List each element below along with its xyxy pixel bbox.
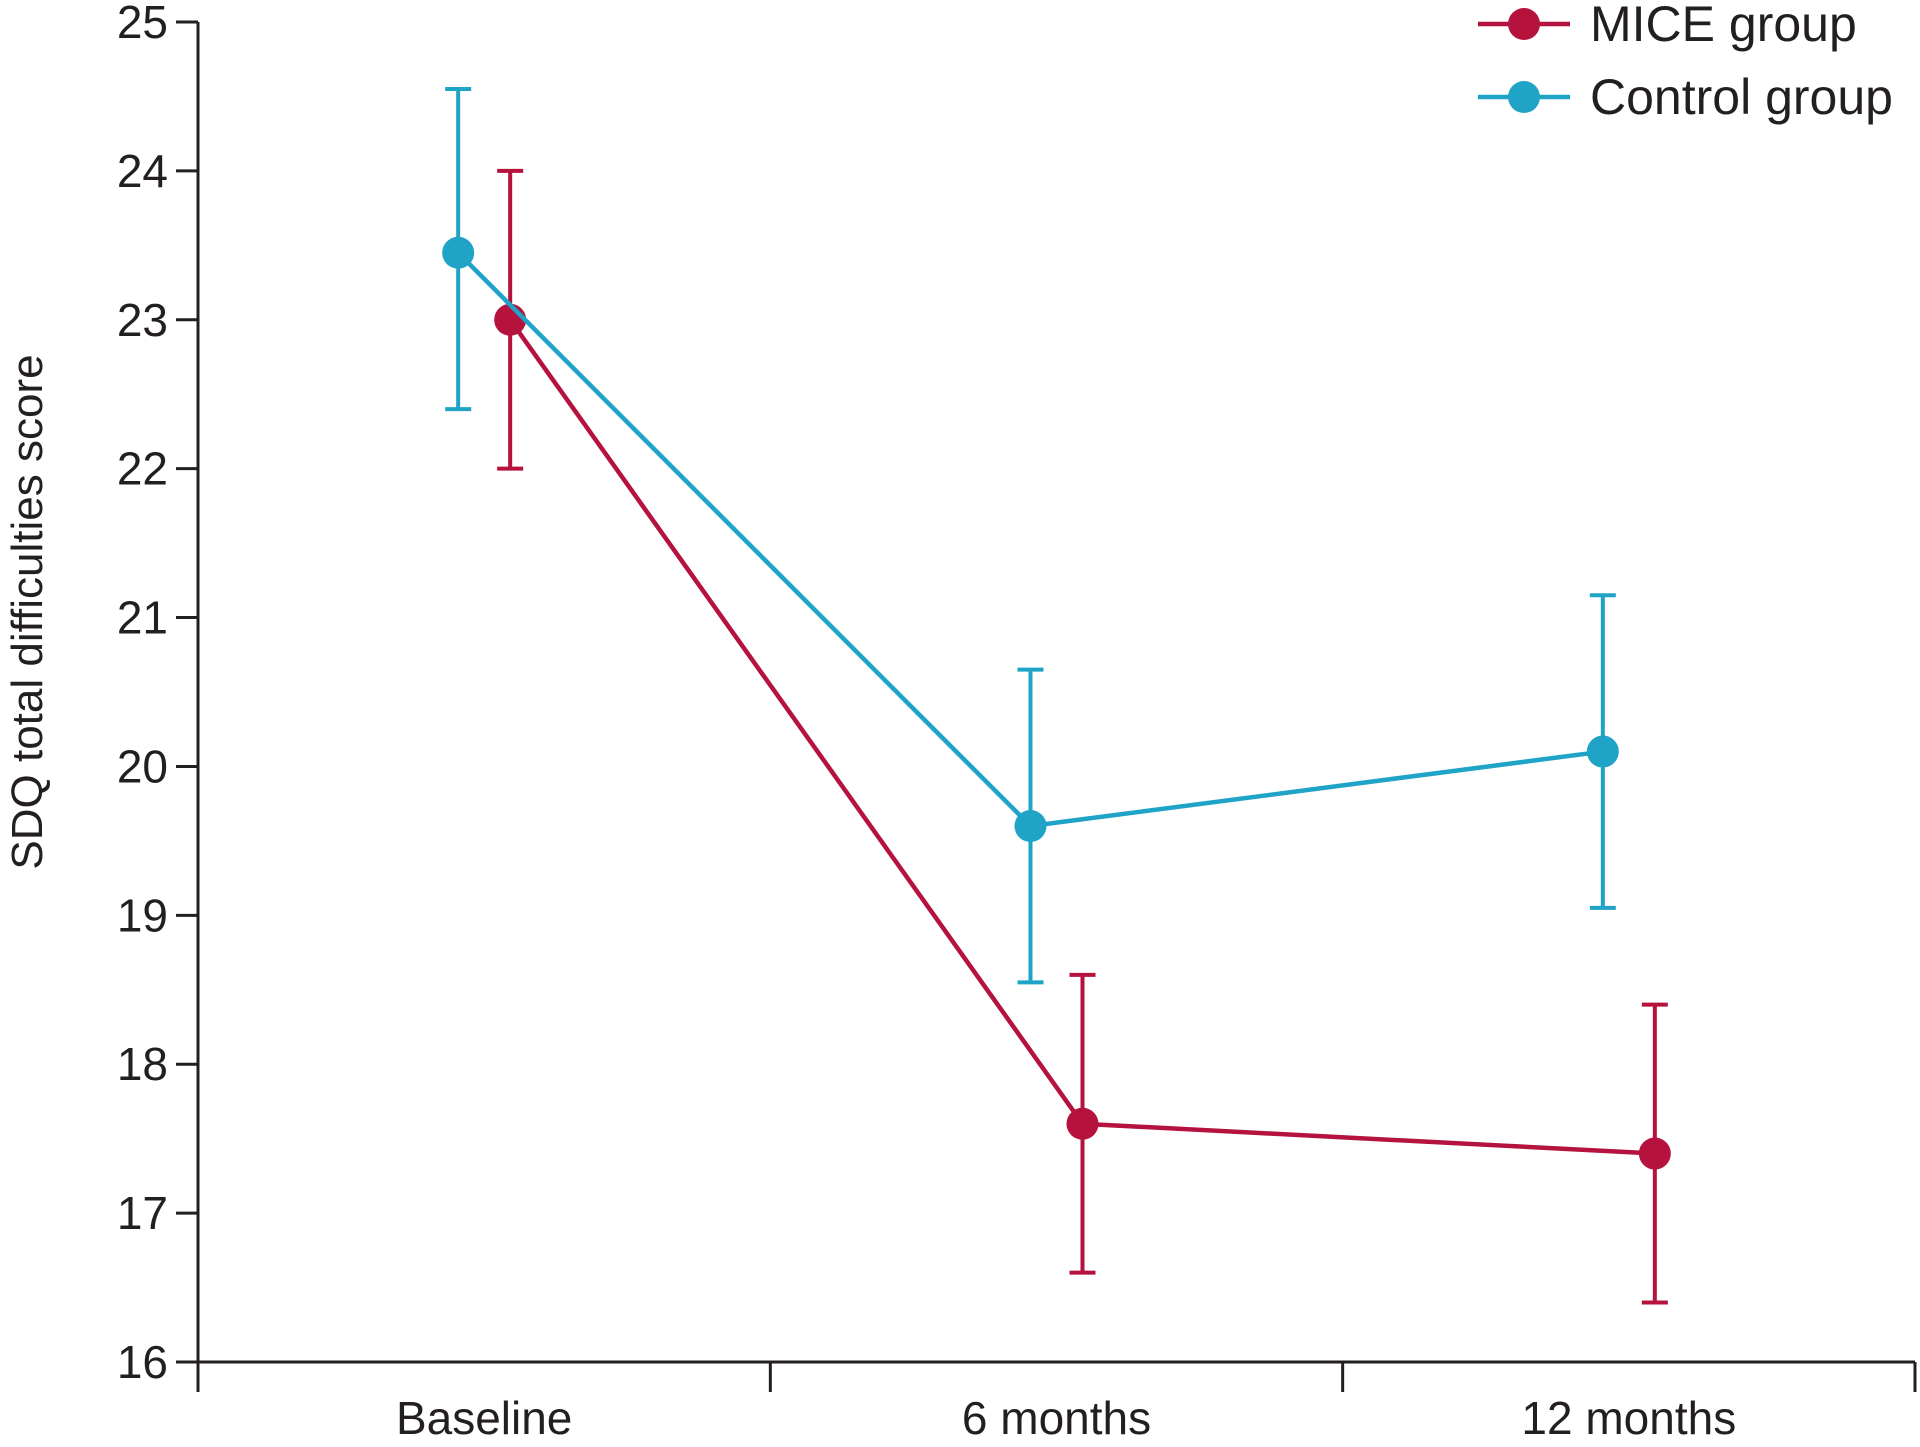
legend-label: MICE group xyxy=(1590,0,1857,52)
series-mice-group xyxy=(494,168,1671,1305)
y-axis-title: SDQ total difficulties score xyxy=(3,354,52,869)
data-point xyxy=(1586,735,1619,768)
legend-label: Control group xyxy=(1590,69,1893,125)
y-tick-label: 23 xyxy=(117,294,168,346)
x-ticks: Baseline 6 months 12 months xyxy=(196,1362,1917,1444)
legend-marker xyxy=(1508,81,1540,113)
legend-marker xyxy=(1508,8,1540,40)
data-point xyxy=(1638,1137,1671,1170)
data-point xyxy=(1066,1107,1099,1140)
y-tick-label: 24 xyxy=(117,145,168,197)
y-tick-label: 21 xyxy=(117,592,168,644)
y-tick-label: 20 xyxy=(117,740,168,792)
data-point xyxy=(1014,810,1047,842)
series-control-group xyxy=(442,87,1619,985)
x-tick-label: Baseline xyxy=(396,1392,572,1444)
x-tick-label: 6 months xyxy=(962,1392,1151,1444)
chart-axes xyxy=(196,22,1915,1364)
y-tick-label: 16 xyxy=(117,1336,168,1388)
y-tick-label: 19 xyxy=(117,889,168,941)
y-tick-label: 17 xyxy=(117,1187,168,1239)
data-point xyxy=(442,236,475,269)
y-tick-label: 25 xyxy=(117,0,168,48)
series-group xyxy=(442,87,1671,1305)
legend-item: Control group xyxy=(1478,69,1893,125)
data-point xyxy=(494,303,527,336)
x-tick-label: 12 months xyxy=(1521,1392,1736,1444)
legend-item: MICE group xyxy=(1478,0,1857,52)
legend: MICE group Control group xyxy=(1478,0,1893,125)
y-tick-label: 22 xyxy=(117,443,168,495)
y-tick-label: 18 xyxy=(117,1038,168,1090)
y-ticks: 16 17 18 19 20 21 22 23 24 25 xyxy=(117,0,198,1388)
